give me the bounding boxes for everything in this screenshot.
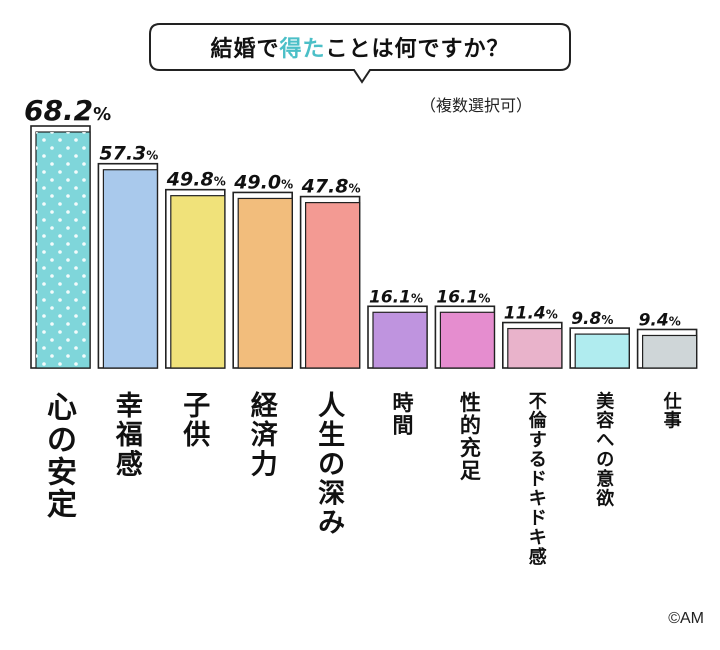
bar xyxy=(439,311,495,369)
title-speech-bubble xyxy=(149,23,571,84)
title-suffix: ことは何ですか？ xyxy=(325,37,510,62)
bar xyxy=(170,195,226,369)
bar-value-label: 47.8% xyxy=(301,176,361,198)
bar xyxy=(507,327,563,369)
copyright-credit: ©AM xyxy=(668,610,704,627)
category-label: 性的充足 xyxy=(460,391,481,483)
bar-dot-pattern xyxy=(36,132,90,368)
bar-value-label: 57.3% xyxy=(99,143,158,165)
bar-value-label: 11.4% xyxy=(504,304,558,324)
bar xyxy=(574,333,630,369)
category-label: 美容への意欲 xyxy=(595,390,614,509)
bar xyxy=(102,169,159,369)
category-label: 心の安定 xyxy=(47,391,77,523)
bar-value-label: 9.4% xyxy=(639,310,681,330)
category-label: 経済力 xyxy=(251,390,279,480)
bar-value-label: 49.0% xyxy=(233,171,293,193)
title-prefix: 結婚で xyxy=(210,37,280,62)
category-label: 仕事 xyxy=(663,390,682,431)
category-label: 時間 xyxy=(393,391,414,438)
bar-value-label: 16.1% xyxy=(369,287,423,307)
category-label: 不倫するドキドキ感 xyxy=(529,391,548,568)
bar xyxy=(372,311,428,369)
bar xyxy=(641,334,698,369)
chart-subtitle: （複数選択可） xyxy=(420,96,533,115)
bar-value-label: 9.8% xyxy=(571,309,613,329)
title-highlight: 得た xyxy=(279,37,326,62)
bar xyxy=(237,197,293,369)
category-label: 人生の深み xyxy=(318,391,345,539)
category-label: 幸福感 xyxy=(115,391,143,480)
bar xyxy=(305,201,361,369)
category-label: 子供 xyxy=(182,391,210,451)
bar-value-label: 16.1% xyxy=(436,287,490,307)
bar-value-label: 49.8% xyxy=(166,169,226,191)
bar-value-label: 68.2% xyxy=(24,94,111,127)
chart-title: 結婚で 得た ことは何ですか？ xyxy=(148,22,572,72)
